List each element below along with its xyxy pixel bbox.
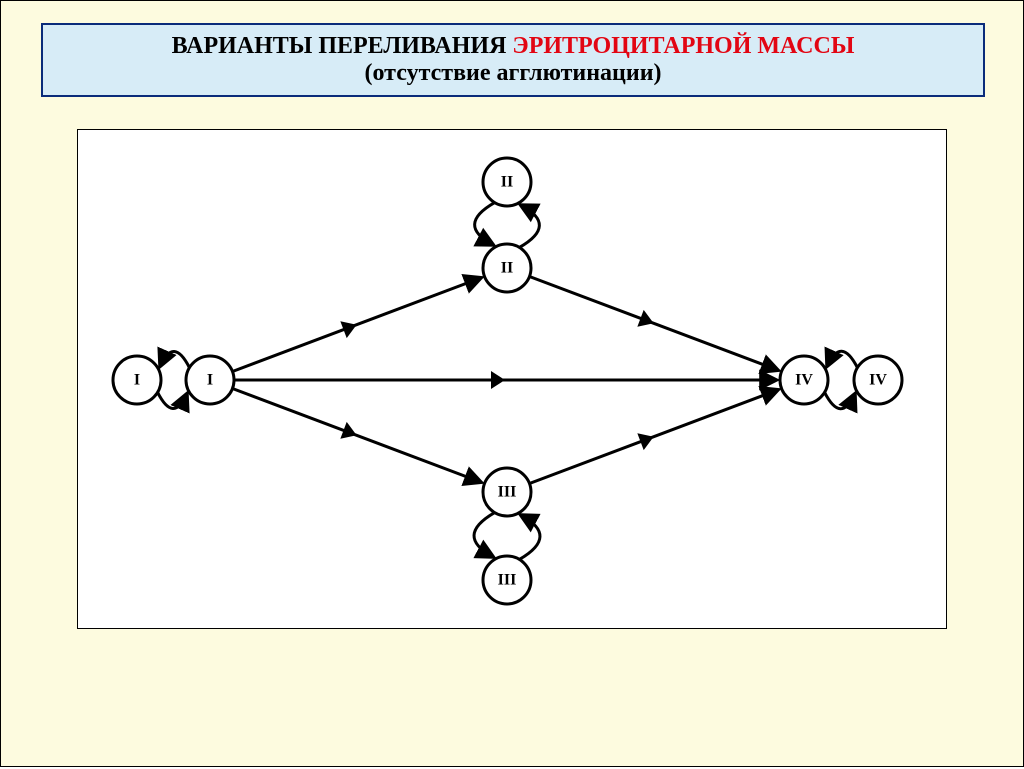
svg-text:I: I — [207, 372, 213, 389]
svg-text:IV: IV — [795, 372, 813, 389]
svg-text:II: II — [501, 260, 513, 277]
svg-text:III: III — [498, 572, 517, 589]
svg-text:I: I — [134, 372, 140, 389]
diagram-svg: IIIIIIIIIIIIIVIV — [2, 2, 1024, 769]
svg-text:IV: IV — [869, 372, 887, 389]
svg-text:III: III — [498, 484, 517, 501]
diagram-frame: IIIIIIIIIIIIIVIV — [77, 129, 947, 629]
svg-text:II: II — [501, 174, 513, 191]
slide: ВАРИАНТЫ ПЕРЕЛИВАНИЯ ЭРИТРОЦИТАРНОЙ МАСС… — [0, 0, 1024, 767]
